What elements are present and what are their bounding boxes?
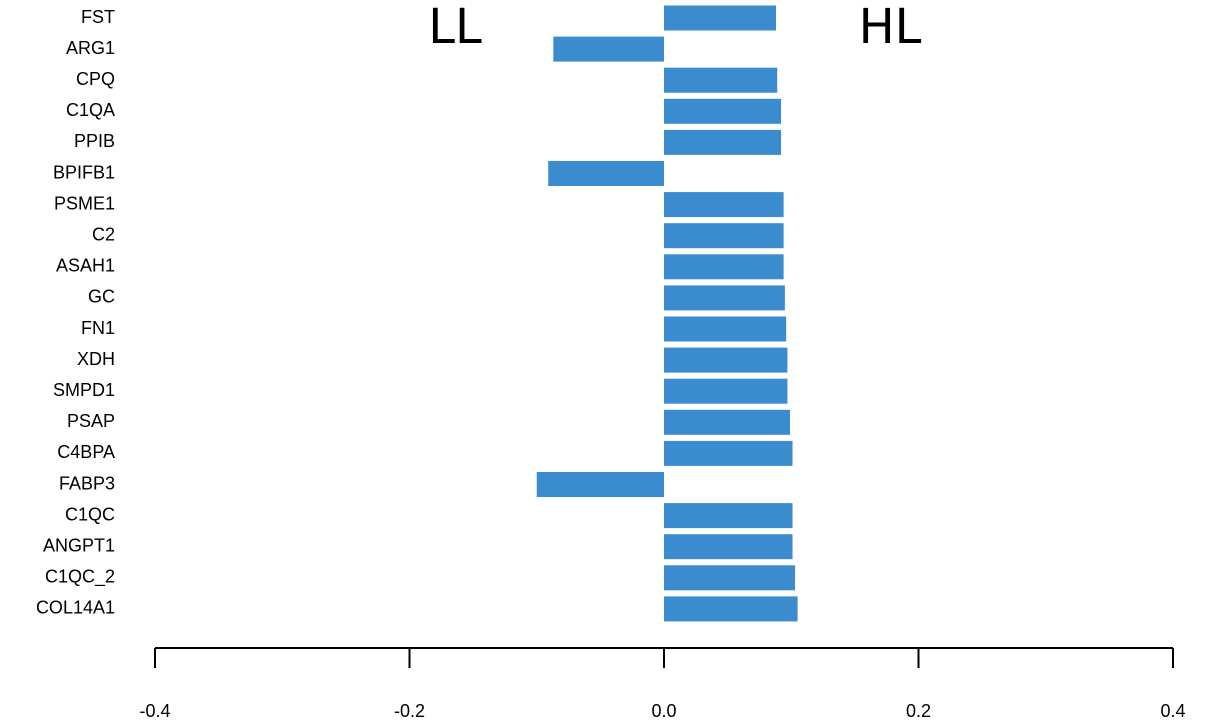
y-tick-label: PPIB [74, 131, 115, 151]
bar [536, 472, 664, 497]
bar [664, 223, 784, 249]
y-tick-label: ASAH1 [56, 256, 115, 276]
y-tick-label: XDH [77, 349, 115, 369]
bar [664, 409, 790, 435]
bar [664, 192, 784, 218]
bar [548, 161, 664, 186]
bar [664, 347, 788, 373]
annotation: HL [859, 0, 922, 55]
y-tick-label: ANGPT1 [43, 535, 115, 555]
bar [664, 440, 793, 466]
y-tick-label: C1QC_2 [45, 567, 115, 588]
bar [664, 378, 788, 404]
bar [664, 503, 793, 529]
bar [664, 534, 793, 560]
y-tick-label: BPIFB1 [53, 162, 115, 182]
bar [664, 5, 776, 31]
y-tick-label: PSME1 [54, 193, 115, 213]
y-tick-label: C1QC [65, 504, 115, 524]
bar [664, 565, 796, 591]
y-tick-label: ARG1 [66, 38, 115, 58]
x-tick-label: 0.4 [1160, 701, 1185, 721]
bar [664, 285, 785, 311]
bar [664, 67, 778, 93]
y-tick-label: COL14A1 [36, 598, 115, 618]
bar [664, 129, 782, 155]
bar [664, 254, 784, 280]
y-tick-label: C4BPA [57, 442, 115, 462]
y-tick-label: SMPD1 [53, 380, 115, 400]
bar [553, 36, 664, 62]
y-tick-label: C2 [92, 224, 115, 244]
x-tick-label: 0.0 [651, 701, 676, 721]
y-tick-label: C1QA [66, 100, 115, 120]
y-tick-label: GC [88, 287, 115, 307]
bar [664, 596, 798, 622]
y-tick-label: FST [81, 7, 115, 27]
bar [664, 316, 787, 342]
annotation: LL [428, 0, 482, 55]
y-tick-label: FABP3 [59, 473, 115, 493]
x-tick-label: -0.2 [394, 701, 425, 721]
x-tick-label: 0.2 [906, 701, 931, 721]
x-tick-label: -0.4 [139, 701, 170, 721]
y-tick-label: PSAP [67, 411, 115, 431]
y-tick-label: CPQ [76, 69, 115, 89]
y-tick-label: FN1 [81, 318, 115, 338]
bar [664, 98, 782, 124]
